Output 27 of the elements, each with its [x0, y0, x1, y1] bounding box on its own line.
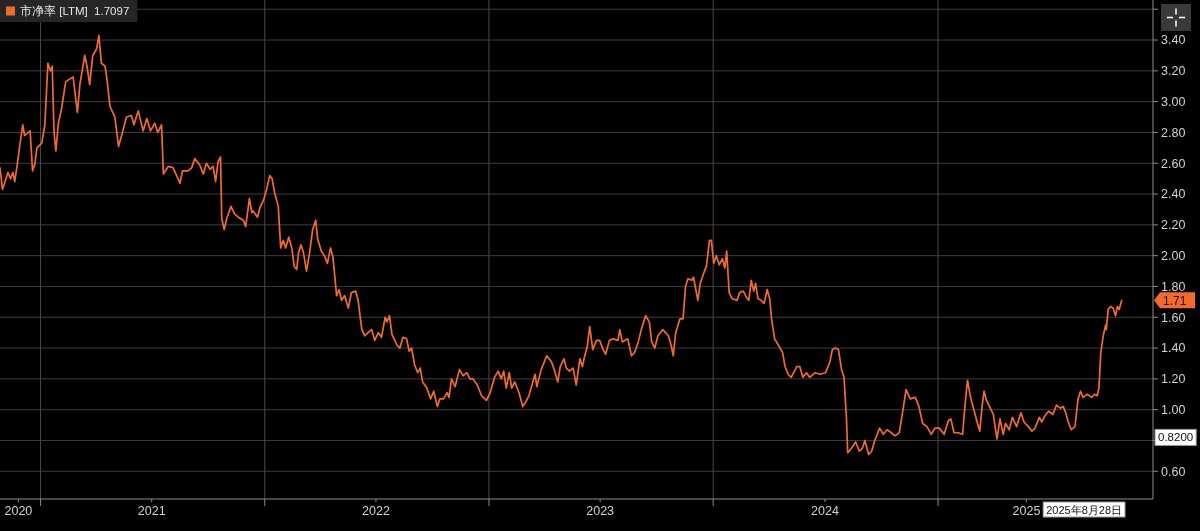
legend: 市净率 [LTM] 1.7097 — [0, 0, 138, 22]
x-tick-label: 2025 — [1012, 504, 1041, 518]
y-tick-label: 3.20 — [1161, 64, 1186, 79]
x-tick-label: 2023 — [586, 504, 615, 518]
x-tick-label: 2022 — [362, 504, 390, 518]
y-tick-label: 2.40 — [1161, 187, 1186, 202]
y-tick-label: 1.60 — [1161, 310, 1186, 325]
y-tick-label: 1.40 — [1161, 341, 1186, 356]
x-tick-label: 2024 — [811, 504, 839, 518]
annotation: 1.71 — [1163, 293, 1187, 308]
last-value-tag: 1.71 — [1154, 292, 1195, 309]
x-tick-label: 2020 — [4, 504, 33, 518]
y-tick-label: 2.00 — [1161, 248, 1186, 263]
y-tick-label: 2.60 — [1161, 156, 1186, 171]
x-tick-label: 2021 — [137, 504, 166, 518]
y-tick-label: 0.60 — [1161, 464, 1186, 479]
y-tick-label: 1.20 — [1161, 372, 1186, 387]
annotation: 0.8200 — [1158, 431, 1194, 444]
y-tick-label: 3.00 — [1161, 94, 1186, 109]
y-tick-label: 1.80 — [1161, 279, 1186, 294]
cursor-date-tag: 2025年8月28日 — [1042, 501, 1126, 518]
y-tick-label: 1.00 — [1161, 402, 1186, 417]
y-tick-label: 3.40 — [1161, 33, 1186, 48]
y-tick-label: 2.80 — [1161, 125, 1186, 140]
legend-label: 市净率 [LTM] 1.7097 — [20, 4, 130, 17]
cursor-value-tag: 0.8200 — [1154, 428, 1197, 446]
y-tick-label: 2.20 — [1161, 218, 1186, 233]
